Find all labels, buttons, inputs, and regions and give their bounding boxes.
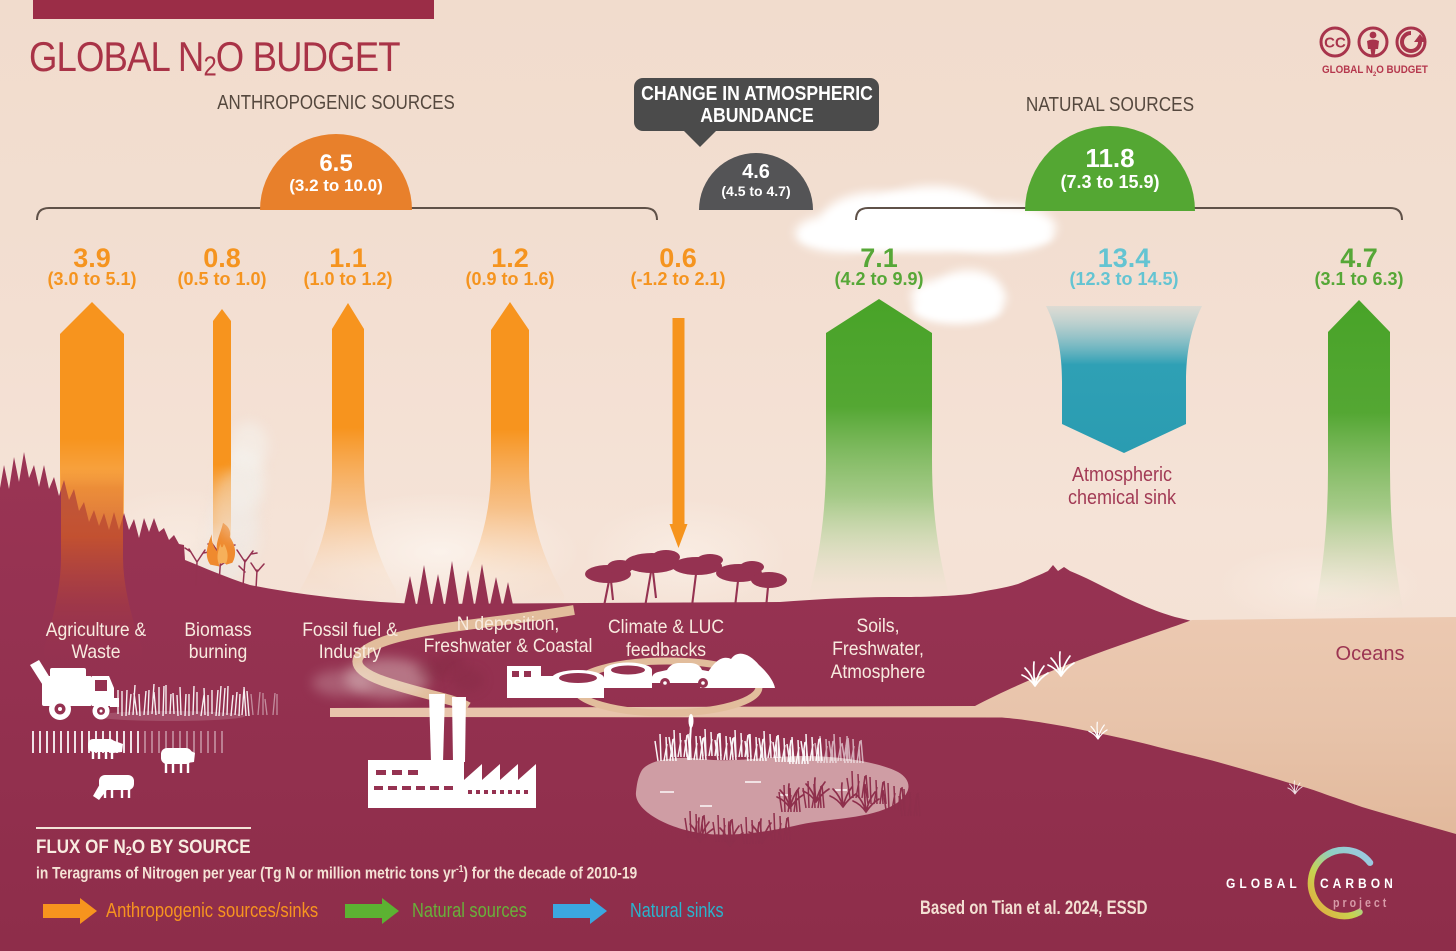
svg-text:CC: CC	[1324, 35, 1346, 52]
